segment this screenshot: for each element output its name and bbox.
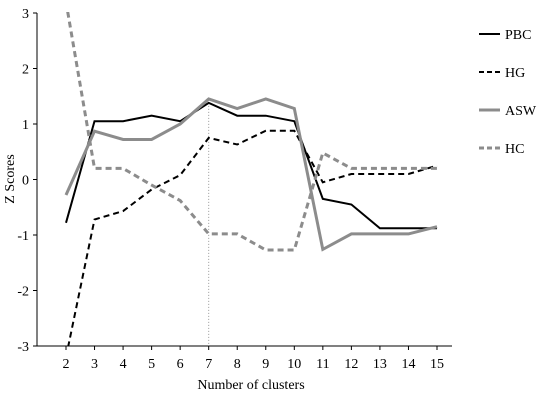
series-group bbox=[64, 12, 438, 346]
series-line-asw bbox=[64, 97, 438, 252]
y-tick-label: 2 bbox=[22, 63, 29, 78]
legend-label-hg: HG bbox=[505, 66, 525, 81]
y-tick-label: -3 bbox=[17, 340, 29, 355]
y-tick-label: -1 bbox=[17, 229, 29, 244]
x-tick-label: 10 bbox=[287, 357, 301, 372]
legend: PBC HG ASW HC bbox=[479, 28, 537, 157]
x-tick-label: 13 bbox=[373, 357, 387, 372]
legend-label-pbc: PBC bbox=[505, 28, 531, 43]
y-axis-title: Z Scores bbox=[3, 154, 18, 203]
legend-label-asw: ASW bbox=[505, 104, 537, 119]
x-tick-label: 4 bbox=[120, 357, 127, 372]
y-tick-label: 1 bbox=[22, 118, 29, 133]
x-tick-label: 11 bbox=[316, 357, 329, 372]
x-tick-label: 8 bbox=[234, 357, 241, 372]
x-tick-label: 6 bbox=[177, 357, 184, 372]
legend-label-hc: HC bbox=[505, 142, 524, 157]
y-tick-label: -2 bbox=[17, 285, 29, 300]
y-tick-label: 3 bbox=[22, 7, 29, 22]
y-tick-label: 0 bbox=[22, 174, 29, 189]
x-tick-label: 14 bbox=[401, 357, 415, 372]
x-tick-label: 15 bbox=[430, 357, 444, 372]
x-tick-label: 12 bbox=[344, 357, 358, 372]
series-line-hg bbox=[67, 129, 438, 346]
x-tick-label: 2 bbox=[63, 357, 70, 372]
series-line-pbc bbox=[65, 101, 437, 230]
x-tick-label: 9 bbox=[262, 357, 269, 372]
series-line-hc bbox=[66, 12, 437, 252]
x-tick-label: 3 bbox=[91, 357, 98, 372]
x-tick-label: 7 bbox=[205, 357, 212, 372]
x-axis-title: Number of clusters bbox=[197, 378, 304, 393]
x-tick-label: 5 bbox=[148, 357, 155, 372]
